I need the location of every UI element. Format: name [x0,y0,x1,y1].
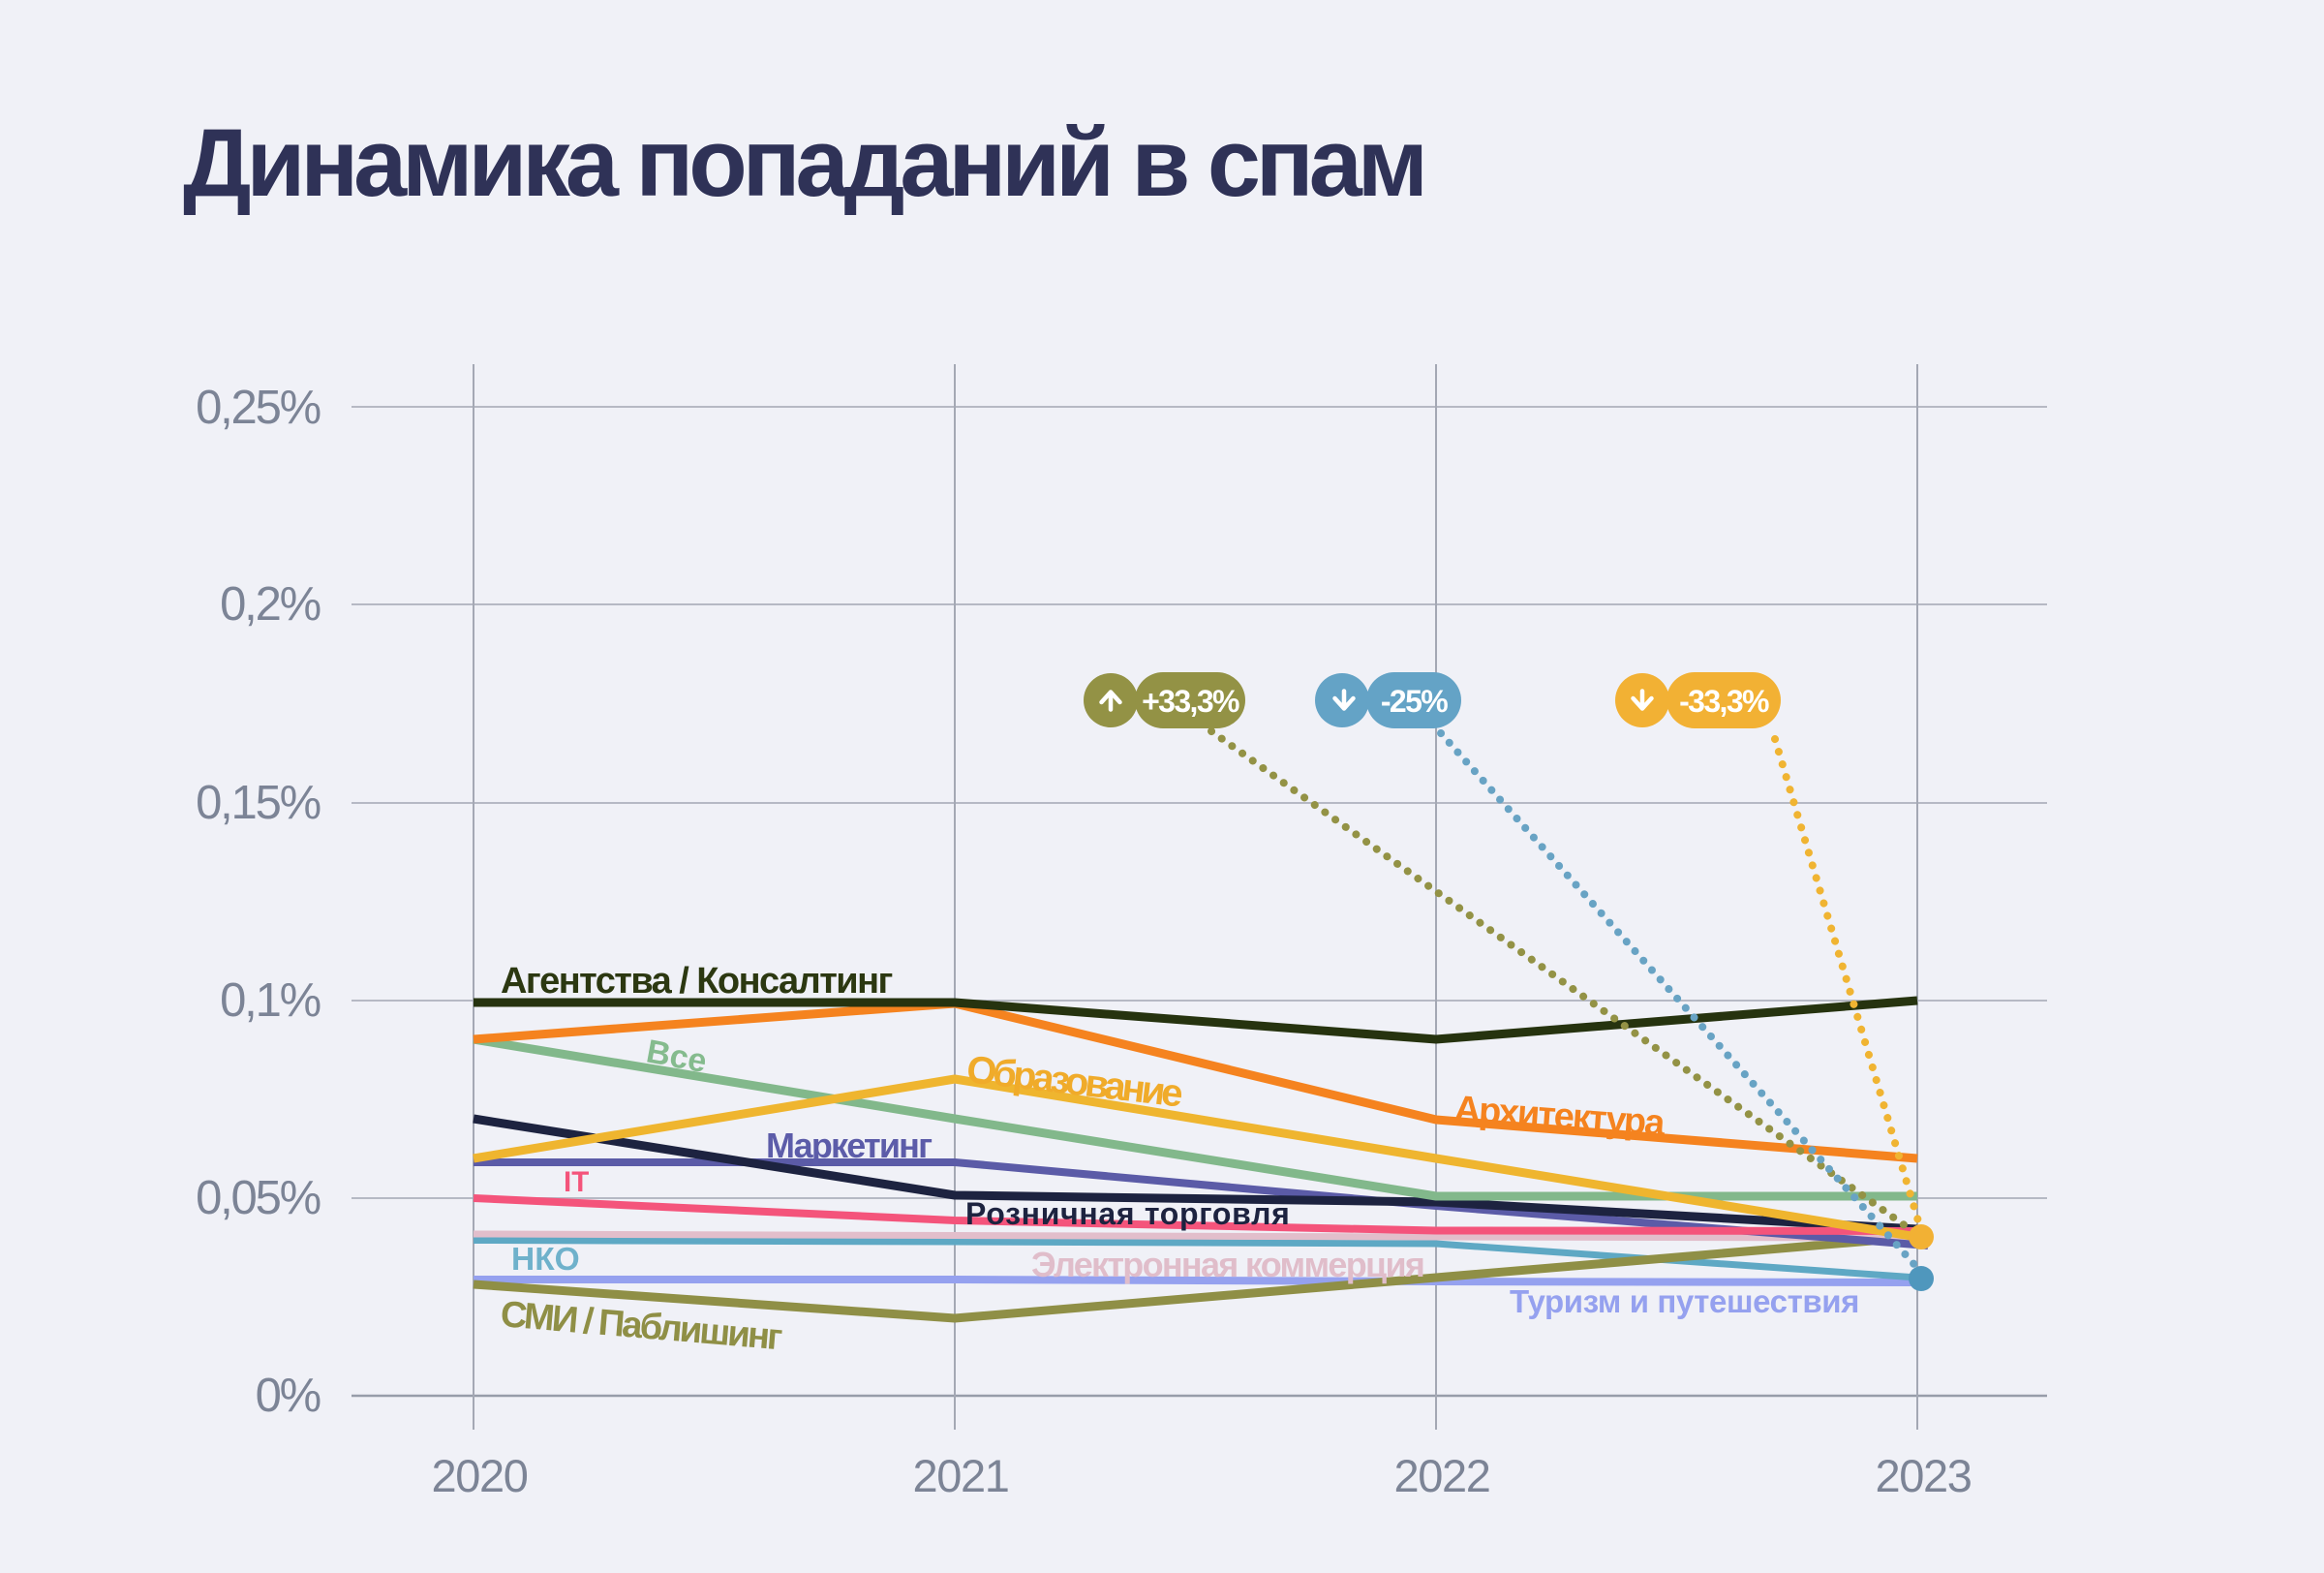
svg-text:НКО: НКО [511,1242,580,1278]
svg-text:0,2%: 0,2% [220,578,321,631]
svg-text:0,05%: 0,05% [196,1172,321,1224]
svg-text:Маркетинг: Маркетинг [766,1126,933,1165]
svg-text:2020: 2020 [432,1450,528,1501]
svg-text:0,1%: 0,1% [220,974,321,1027]
svg-text:Динамика попаданий в спам: Динамика попаданий в спам [183,108,1423,216]
svg-text:2023: 2023 [1876,1450,1972,1501]
svg-text:0,15%: 0,15% [196,777,321,829]
svg-text:Туризм и путешествия: Туризм и путешествия [1510,1283,1859,1319]
svg-text:-33,3%: -33,3% [1679,684,1769,719]
svg-text:0,25%: 0,25% [196,382,321,434]
svg-text:Агентства / Консалтинг: Агентства / Консалтинг [501,961,892,1002]
svg-text:IT: IT [564,1166,589,1198]
svg-text:-25%: -25% [1381,684,1448,719]
svg-text:2022: 2022 [1394,1450,1490,1501]
svg-text:0%: 0% [256,1370,321,1422]
svg-text:Электронная коммерция: Электронная коммерция [1031,1245,1423,1284]
svg-text:Розничная торговля: Розничная торговля [965,1196,1291,1231]
svg-text:2021: 2021 [913,1450,1009,1501]
svg-text:+33,3%: +33,3% [1142,684,1239,719]
